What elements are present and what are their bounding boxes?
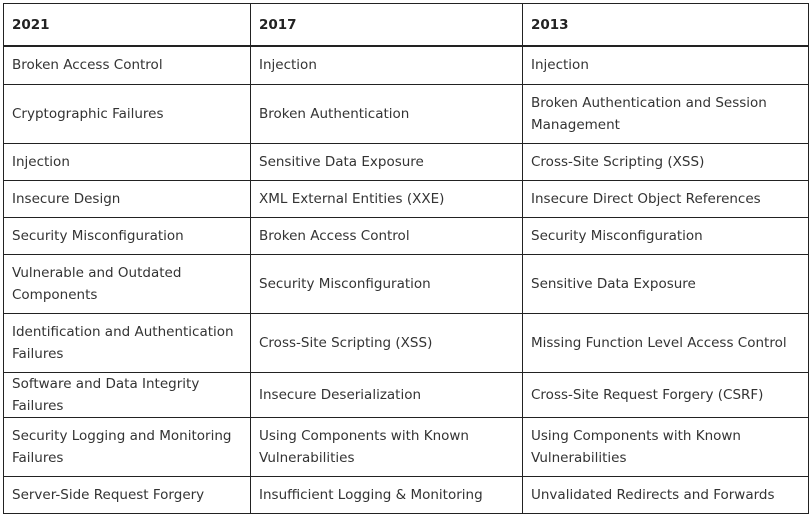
header-cell: 2017 [250, 3, 523, 47]
header-row: 2021 2017 2013 [3, 3, 809, 47]
table-body: Broken Access Control Injection Injection C… [3, 45, 809, 514]
table-cell: Insecure Direct Object References [522, 179, 809, 218]
header-cell: 2021 [3, 3, 251, 47]
table-cell: Security Misconfiguration [522, 216, 809, 255]
table-cell: Insecure Deserialization [250, 371, 523, 418]
table-row: Security Logging and Monitoring Failures… [3, 416, 809, 477]
table-row: Insecure Design XML External Entities (XX… [3, 179, 809, 218]
table-container: 2021 2017 2013 Broken Access Control Inject… [3, 3, 809, 514]
table-cell: Injection [3, 142, 251, 181]
table-cell: Cryptographic Failures [3, 83, 251, 144]
table-row: Server-Side Request Forgery Insufficient … [3, 475, 809, 514]
table-cell: Unvalidated Redirects and Forwards [522, 475, 809, 514]
table-cell: Sensitive Data Exposure [250, 142, 523, 181]
table-cell: Broken Access Control [250, 216, 523, 255]
table-cell: Identification and Authentication Failur… [3, 312, 251, 373]
table-cell: Insecure Design [3, 179, 251, 218]
table-cell: Injection [250, 45, 523, 85]
table-cell: Security Logging and Monitoring Failures [3, 416, 251, 477]
table-cell: Missing Function Level Access Control [522, 312, 809, 373]
table-cell: Security Misconfiguration [3, 216, 251, 255]
table-cell: Vulnerable and Outdated Components [3, 253, 251, 314]
table-cell: Cross-Site Request Forgery (CSRF) [522, 371, 809, 418]
header-cell: 2013 [522, 3, 809, 47]
table-cell: XML External Entities (XXE) [250, 179, 523, 218]
table-cell: Broken Access Control [3, 45, 251, 85]
table-header: 2021 2017 2013 [3, 3, 809, 47]
table-row: Identification and Authentication Failur… [3, 312, 809, 373]
table-cell: Cross-Site Scripting (XSS) [250, 312, 523, 373]
table-cell: Software and Data Integrity Failures [3, 371, 251, 418]
table-cell: Broken Authentication [250, 83, 523, 144]
table-cell: Sensitive Data Exposure [522, 253, 809, 314]
table-row: Broken Access Control Injection Injection [3, 45, 809, 85]
table-row: Vulnerable and Outdated Components Securi… [3, 253, 809, 314]
table-cell: Broken Authentication and Session Manage… [522, 83, 809, 144]
table-cell: Insufficient Logging & Monitoring [250, 475, 523, 514]
table-cell: Security Misconfiguration [250, 253, 523, 314]
table-cell: Cross-Site Scripting (XSS) [522, 142, 809, 181]
table-row: Cryptographic Failures Broken Authenticat… [3, 83, 809, 144]
table-row: Software and Data Integrity Failures Inse… [3, 371, 809, 418]
table-row: Security Misconfiguration Broken Access C… [3, 216, 809, 255]
table-cell: Injection [522, 45, 809, 85]
table-cell: Server-Side Request Forgery [3, 475, 251, 514]
table-row: Injection Sensitive Data Exposure Cross-Si… [3, 142, 809, 181]
table-cell: Using Components with Known Vulnerabilit… [522, 416, 809, 477]
comparison-table: 2021 2017 2013 Broken Access Control Inject… [3, 3, 809, 514]
table-cell: Using Components with Known Vulnerabilit… [250, 416, 523, 477]
